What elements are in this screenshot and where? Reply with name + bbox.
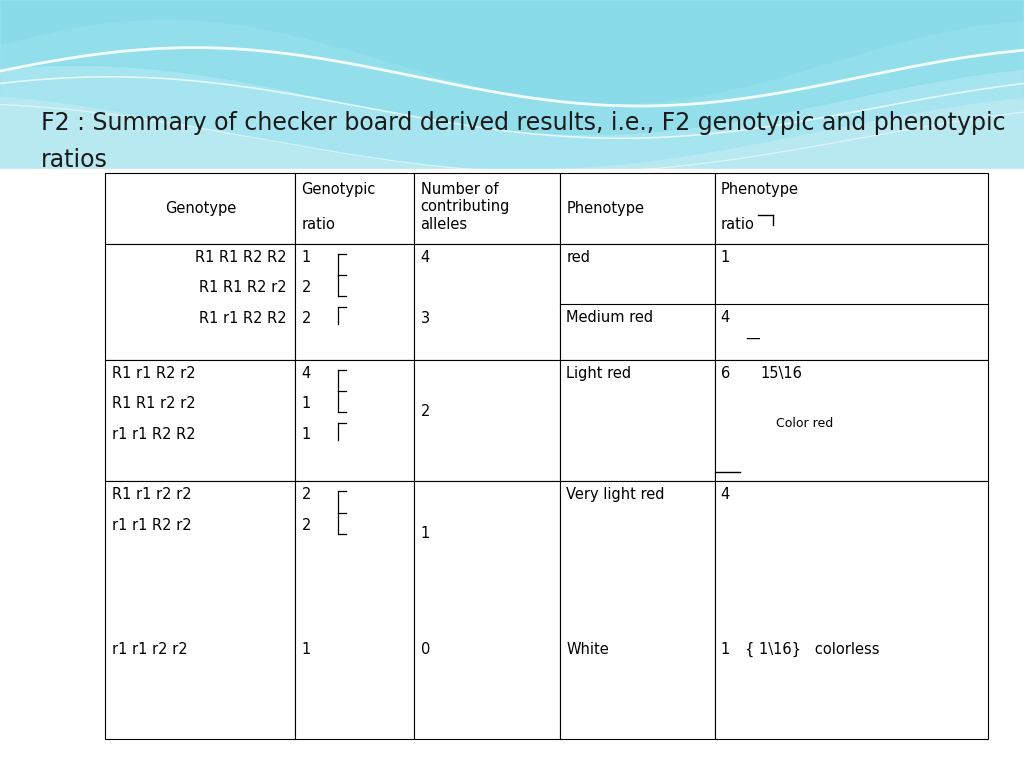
Bar — [560, 359, 715, 482]
Text: 1: 1 — [421, 526, 430, 541]
Text: red: red — [566, 250, 590, 265]
Bar — [295, 243, 415, 359]
Bar — [715, 243, 988, 359]
Bar — [560, 173, 715, 243]
Text: White: White — [566, 642, 609, 657]
Text: 2: 2 — [301, 518, 310, 533]
Text: 4: 4 — [721, 488, 730, 502]
Text: R1 r1 R2 R2: R1 r1 R2 R2 — [200, 311, 287, 326]
Text: 6: 6 — [721, 366, 730, 381]
Text: 2: 2 — [301, 311, 310, 326]
Text: R1 R1 R2 r2: R1 R1 R2 r2 — [200, 280, 287, 296]
Bar — [295, 359, 415, 482]
Text: 1: 1 — [301, 250, 310, 265]
Bar — [415, 359, 560, 482]
Bar — [715, 359, 988, 482]
Bar — [105, 173, 295, 243]
Text: r1 r1 R2 R2: r1 r1 R2 R2 — [112, 427, 196, 442]
Text: 2: 2 — [301, 280, 310, 296]
Text: 2: 2 — [421, 404, 430, 419]
Text: R1 R1 r2 r2: R1 R1 r2 r2 — [112, 396, 196, 412]
Text: 4: 4 — [421, 250, 430, 265]
Bar — [295, 482, 415, 739]
Bar — [715, 173, 988, 243]
Text: Phenotype: Phenotype — [566, 200, 644, 216]
Text: Genotypic

ratio: Genotypic ratio — [301, 182, 376, 232]
Bar — [105, 482, 295, 739]
Text: Genotype: Genotype — [165, 200, 236, 216]
Text: —: — — [745, 331, 760, 346]
Text: ratios: ratios — [41, 148, 108, 172]
Text: r1 r1 R2 r2: r1 r1 R2 r2 — [112, 518, 191, 533]
Text: 4: 4 — [721, 310, 730, 325]
Text: 4: 4 — [301, 366, 310, 381]
Text: Color red: Color red — [776, 417, 834, 430]
Text: 1: 1 — [721, 642, 730, 657]
Text: F2 : Summary of checker board derived results, i.e., F2 genotypic and phenotypic: F2 : Summary of checker board derived re… — [41, 111, 1006, 135]
Bar — [415, 243, 560, 359]
Text: 1: 1 — [301, 427, 310, 442]
Text: 2: 2 — [301, 488, 310, 502]
Text: R1 r1 r2 r2: R1 r1 r2 r2 — [112, 488, 191, 502]
Text: 3: 3 — [421, 311, 430, 326]
Text: Number of
contributing
alleles: Number of contributing alleles — [421, 182, 510, 232]
Text: 15\16: 15\16 — [761, 366, 803, 381]
Bar — [715, 482, 988, 739]
Bar — [105, 243, 295, 359]
Text: 1: 1 — [721, 250, 730, 265]
Text: R1 r1 R2 r2: R1 r1 R2 r2 — [112, 366, 196, 381]
Text: 0: 0 — [421, 642, 430, 657]
Text: Phenotype

ratio: Phenotype ratio — [721, 182, 799, 232]
Text: { 1\16}   colorless: { 1\16} colorless — [745, 642, 880, 657]
Text: Medium red: Medium red — [566, 310, 653, 325]
Text: Very light red: Very light red — [566, 488, 665, 502]
Bar — [415, 173, 560, 243]
Bar — [105, 359, 295, 482]
Bar — [415, 482, 560, 739]
Bar — [560, 482, 715, 739]
Text: 1: 1 — [301, 396, 310, 412]
Text: Light red: Light red — [566, 366, 632, 381]
Text: 1: 1 — [301, 642, 310, 657]
Bar — [560, 243, 715, 359]
Text: R1 R1 R2 R2: R1 R1 R2 R2 — [196, 250, 287, 265]
Text: r1 r1 r2 r2: r1 r1 r2 r2 — [112, 642, 187, 657]
Bar — [295, 173, 415, 243]
